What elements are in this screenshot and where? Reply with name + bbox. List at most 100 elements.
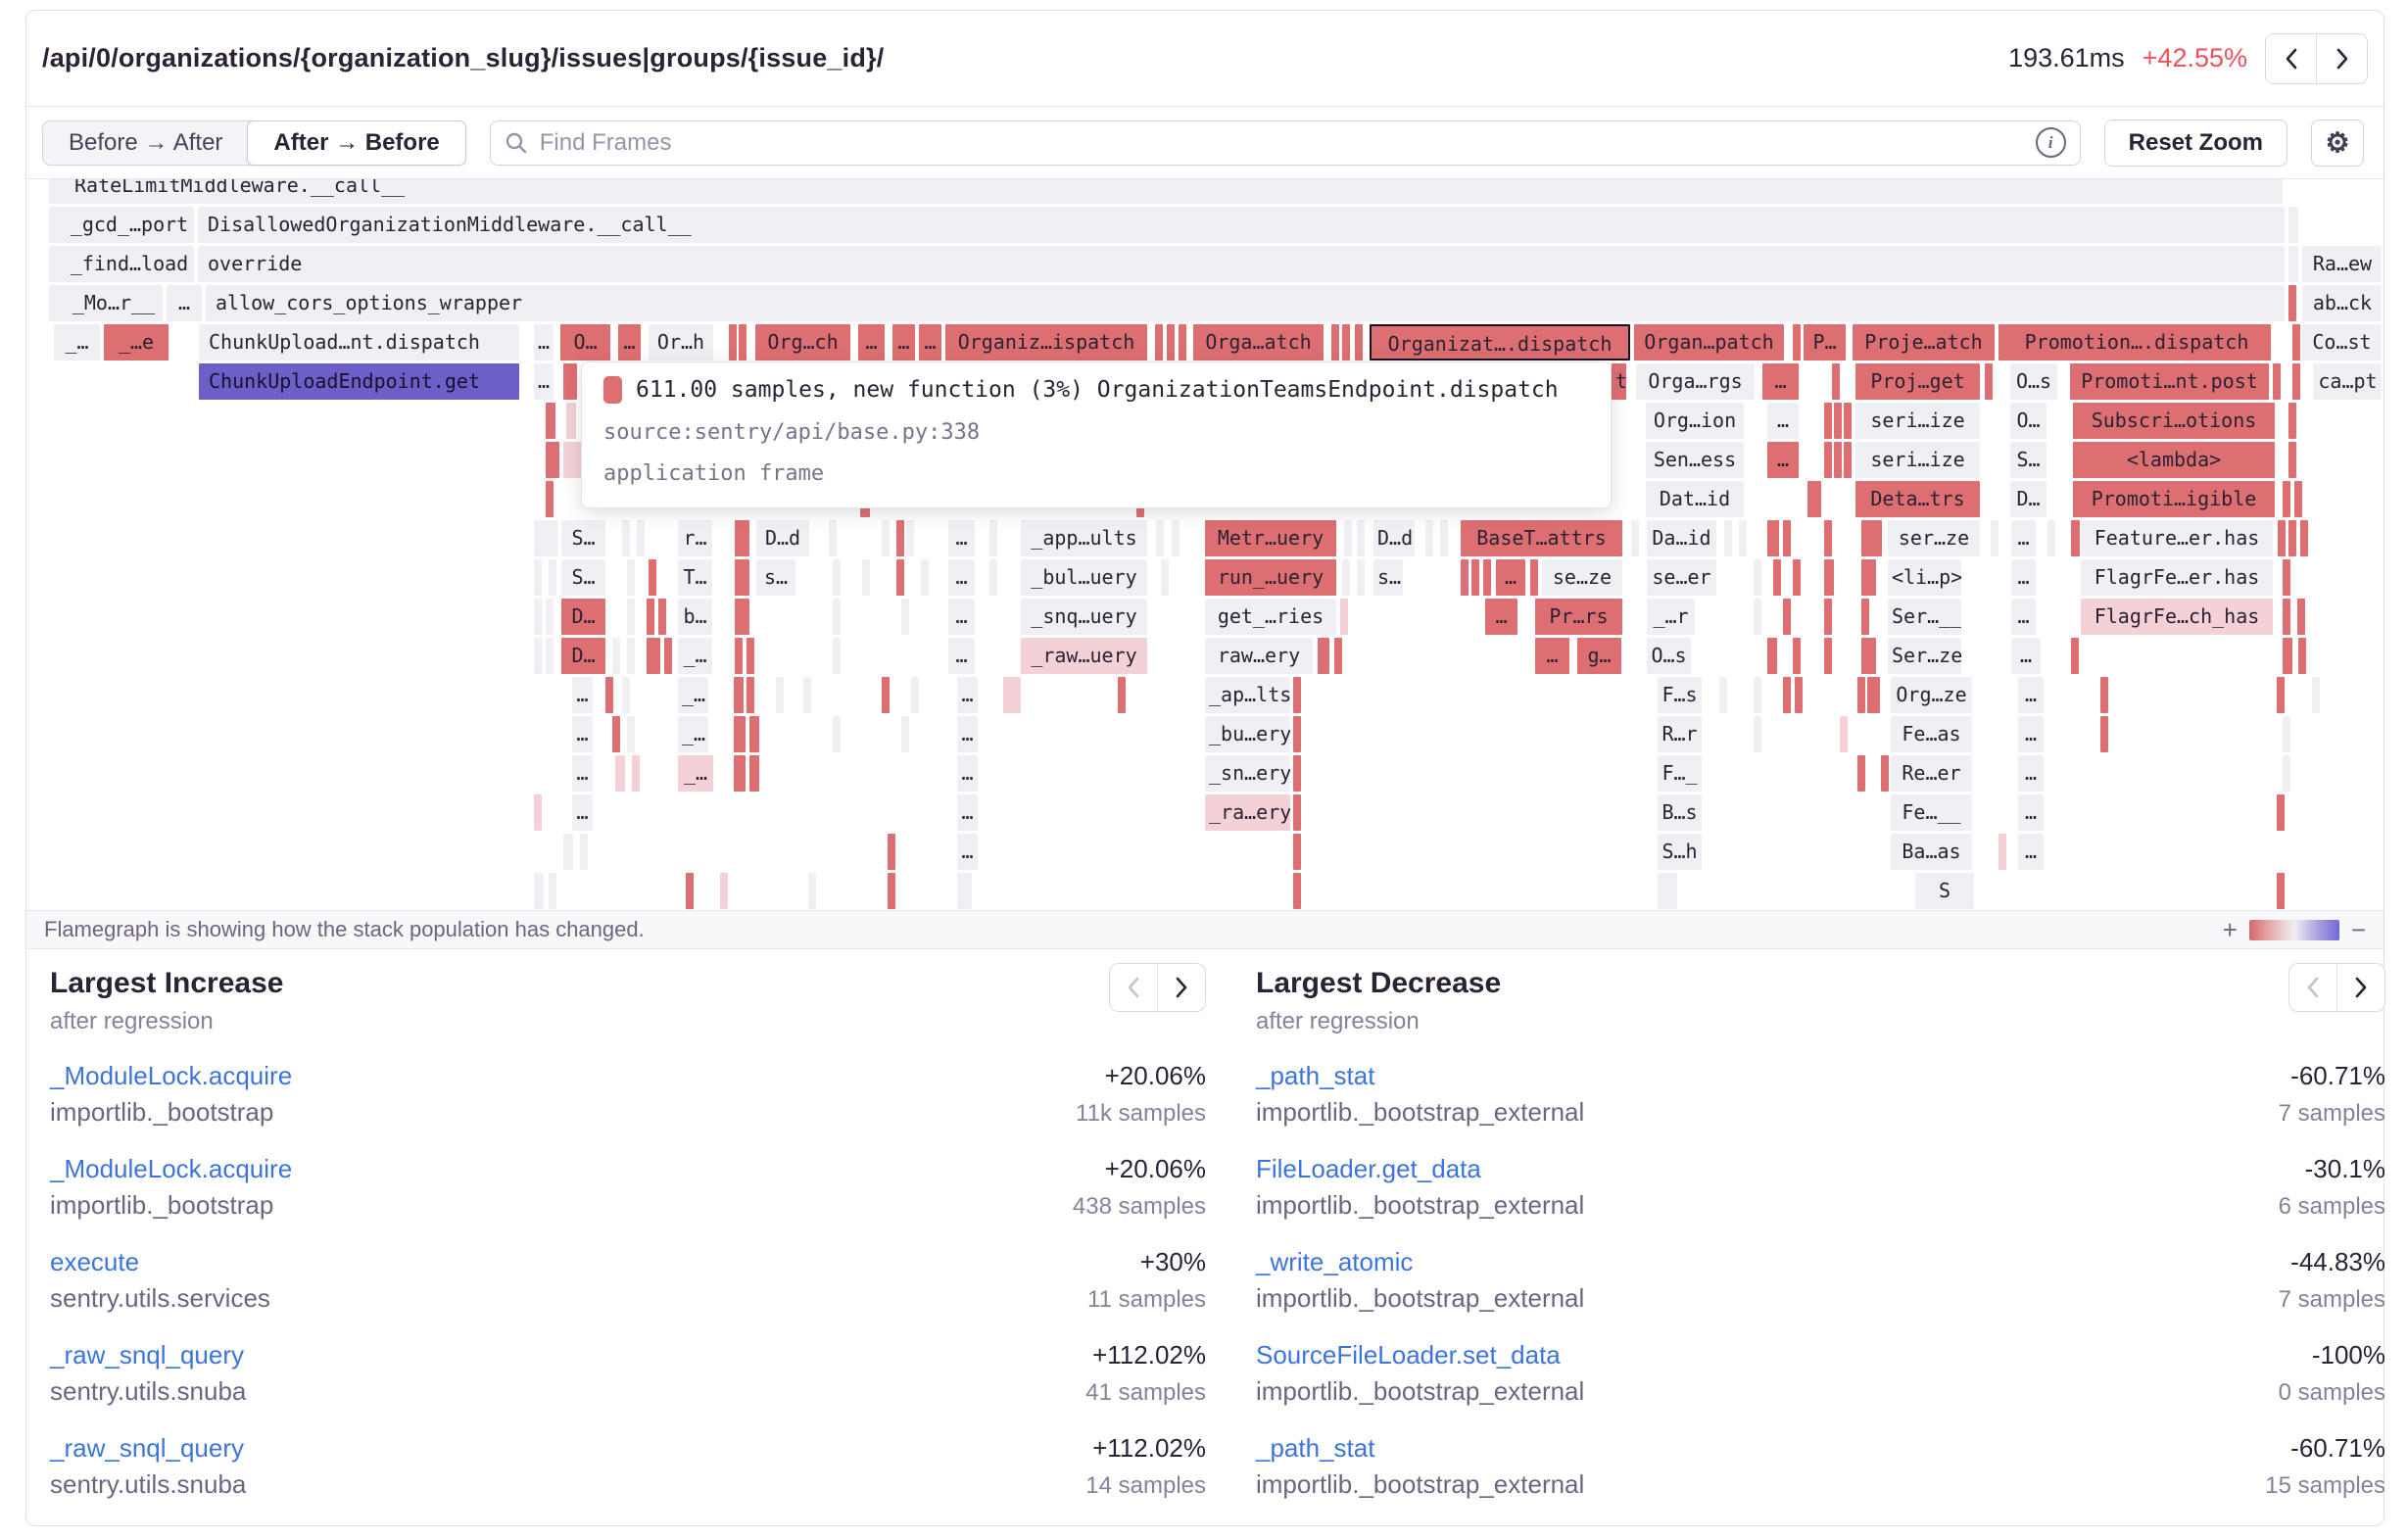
flame-frame-sliver[interactable] bbox=[1318, 638, 1329, 674]
flame-frame[interactable]: _… bbox=[54, 324, 100, 360]
flame-frame[interactable]: … bbox=[892, 324, 915, 360]
flame-frame-sliver[interactable] bbox=[658, 599, 666, 635]
flame-frame[interactable]: D… bbox=[2010, 481, 2047, 517]
flame-frame-sliver[interactable] bbox=[534, 873, 544, 909]
flame-frame-sliver[interactable] bbox=[1631, 520, 1639, 556]
flame-frame-sliver[interactable] bbox=[2283, 716, 2290, 752]
flame-frame-sliver[interactable] bbox=[1724, 520, 1732, 556]
flame-frame-sliver[interactable] bbox=[1156, 520, 1164, 556]
flame-frame[interactable]: D…d bbox=[756, 520, 809, 556]
flame-frame-sliver[interactable] bbox=[1355, 324, 1363, 360]
flame-frame[interactable]: S bbox=[1915, 873, 1974, 909]
flame-frame-sliver[interactable] bbox=[2100, 677, 2108, 713]
flame-frame[interactable]: … bbox=[2011, 559, 2036, 596]
flame-frame-sliver[interactable] bbox=[664, 638, 672, 674]
flame-frame-sliver[interactable] bbox=[2283, 599, 2290, 635]
flamegraph-canvas[interactable]: RateLimitMiddleware.__call__ _gcd_…port Di… bbox=[26, 179, 2382, 910]
flame-frame[interactable]: … bbox=[2018, 716, 2044, 752]
flame-frame[interactable]: _… bbox=[678, 716, 708, 752]
flame-frame-sliver[interactable] bbox=[1471, 559, 1479, 596]
flame-frame-sliver[interactable] bbox=[2273, 363, 2281, 400]
flame-frame[interactable]: Da…id bbox=[1647, 520, 1716, 556]
flame-frame-sliver[interactable] bbox=[1807, 481, 1821, 517]
flame-frame[interactable]: _… bbox=[678, 677, 708, 713]
info-icon[interactable]: i bbox=[2035, 127, 2066, 158]
flame-frame[interactable]: Promoti…nt.post bbox=[2070, 363, 2269, 400]
flame-frame[interactable]: … bbox=[858, 324, 885, 360]
flame-frame[interactable]: D…d bbox=[1373, 520, 1415, 556]
flame-frame[interactable]: Org…ch bbox=[755, 324, 850, 360]
function-link[interactable]: FileLoader.get_data bbox=[1256, 1154, 1481, 1183]
flame-frame[interactable]: S… bbox=[561, 559, 605, 596]
flame-frame[interactable]: … bbox=[2018, 834, 2044, 870]
flame-frame-sliver[interactable] bbox=[1344, 520, 1352, 556]
function-link[interactable]: _raw_snql_query bbox=[50, 1433, 245, 1463]
flame-frame[interactable]: O…s bbox=[1647, 638, 1691, 674]
flame-frame[interactable]: run_…uery bbox=[1205, 559, 1336, 596]
flame-frame-sliver[interactable] bbox=[2278, 520, 2286, 556]
flame-frame-sliver[interactable] bbox=[1767, 520, 1779, 556]
function-link[interactable]: _path_stat bbox=[1256, 1433, 1375, 1463]
flame-frame[interactable]: seri…ize bbox=[1855, 442, 1980, 478]
flame-frame-sliver[interactable] bbox=[1861, 520, 1882, 556]
flame-frame-sliver[interactable] bbox=[803, 677, 811, 713]
flame-frame[interactable]: … bbox=[1767, 403, 1799, 439]
flame-frame[interactable]: _… bbox=[678, 638, 712, 674]
prev-transaction-button[interactable] bbox=[2266, 33, 2316, 83]
flame-frame-sliver[interactable] bbox=[627, 559, 635, 596]
flame-frame[interactable]: T… bbox=[678, 559, 712, 596]
flame-frame-sliver[interactable] bbox=[546, 638, 554, 674]
flame-frame[interactable]: _ap…lts bbox=[1205, 677, 1290, 713]
flame-frame-sliver[interactable] bbox=[1155, 324, 1163, 360]
flame-frame-sliver[interactable] bbox=[615, 755, 625, 792]
flame-frame-sliver[interactable] bbox=[637, 520, 645, 556]
flame-frame[interactable]: … bbox=[2018, 755, 2044, 792]
flame-frame-sliver[interactable] bbox=[2071, 638, 2079, 674]
flame-frame[interactable]: s… bbox=[1373, 559, 1403, 596]
flame-frame-sliver[interactable] bbox=[612, 638, 620, 674]
flame-frame[interactable]: Subscri…otions bbox=[2073, 403, 2275, 439]
flame-frame-sliver[interactable] bbox=[563, 834, 573, 870]
flame-frame-sliver[interactable] bbox=[2100, 716, 2108, 752]
flame-frame[interactable]: … bbox=[1485, 599, 1517, 635]
flame-frame[interactable]: Organiz…ispatch bbox=[945, 324, 1147, 360]
flame-frame-sliver[interactable] bbox=[911, 677, 919, 713]
flame-frame-sliver[interactable] bbox=[888, 873, 895, 909]
flame-frame-sliver[interactable] bbox=[1739, 520, 1747, 556]
decrease-prev-button[interactable] bbox=[2289, 964, 2336, 1011]
flame-frame[interactable]: _gcd_…port bbox=[65, 207, 194, 243]
flame-frame-sliver[interactable] bbox=[896, 559, 904, 596]
flame-frame[interactable]: … bbox=[572, 677, 593, 713]
flame-frame[interactable]: Organ…patch bbox=[1634, 324, 1784, 360]
flame-frame-sliver[interactable] bbox=[686, 873, 694, 909]
flame-frame-sliver[interactable] bbox=[534, 599, 542, 635]
flame-frame-sliver[interactable] bbox=[1824, 638, 1832, 674]
flame-frame[interactable]: get_…ries bbox=[1205, 599, 1336, 635]
flame-frame-sliver[interactable] bbox=[735, 638, 743, 674]
flame-frame[interactable]: Ra…ew bbox=[2302, 246, 2382, 282]
flame-frame-sliver[interactable] bbox=[1342, 324, 1350, 360]
flame-frame-sliver[interactable] bbox=[1754, 716, 1761, 752]
flame-frame[interactable]: … bbox=[948, 638, 975, 674]
function-link[interactable]: _write_atomic bbox=[1256, 1247, 1414, 1276]
flame-frame[interactable]: … bbox=[957, 834, 978, 870]
flame-frame[interactable]: b… bbox=[678, 599, 712, 635]
flame-frame-sliver[interactable] bbox=[1783, 520, 1791, 556]
flame-frame-sliver[interactable] bbox=[580, 834, 588, 870]
flame-frame-sliver[interactable] bbox=[1824, 520, 1832, 556]
flame-frame-sliver[interactable] bbox=[739, 324, 746, 360]
flame-frame-sliver[interactable] bbox=[1857, 755, 1865, 792]
flame-frame[interactable]: … bbox=[2018, 677, 2044, 713]
flame-frame[interactable]: … bbox=[2011, 638, 2041, 674]
flame-frame[interactable]: ChunkUpload…nt.dispatch bbox=[199, 324, 519, 360]
flame-frame-sliver[interactable] bbox=[1293, 873, 1301, 909]
flame-frame[interactable]: … bbox=[948, 599, 975, 635]
flame-frame-sliver[interactable] bbox=[1167, 324, 1175, 360]
function-link[interactable]: _ModuleLock.acquire bbox=[50, 1061, 293, 1090]
flame-frame-sliver[interactable] bbox=[906, 520, 914, 556]
flame-frame-sliver[interactable] bbox=[534, 559, 542, 596]
flame-frame-sliver[interactable] bbox=[542, 520, 550, 556]
decrease-next-button[interactable] bbox=[2336, 964, 2384, 1011]
flame-frame-sliver[interactable] bbox=[1824, 599, 1832, 635]
flame-frame-sliver[interactable] bbox=[647, 599, 654, 635]
